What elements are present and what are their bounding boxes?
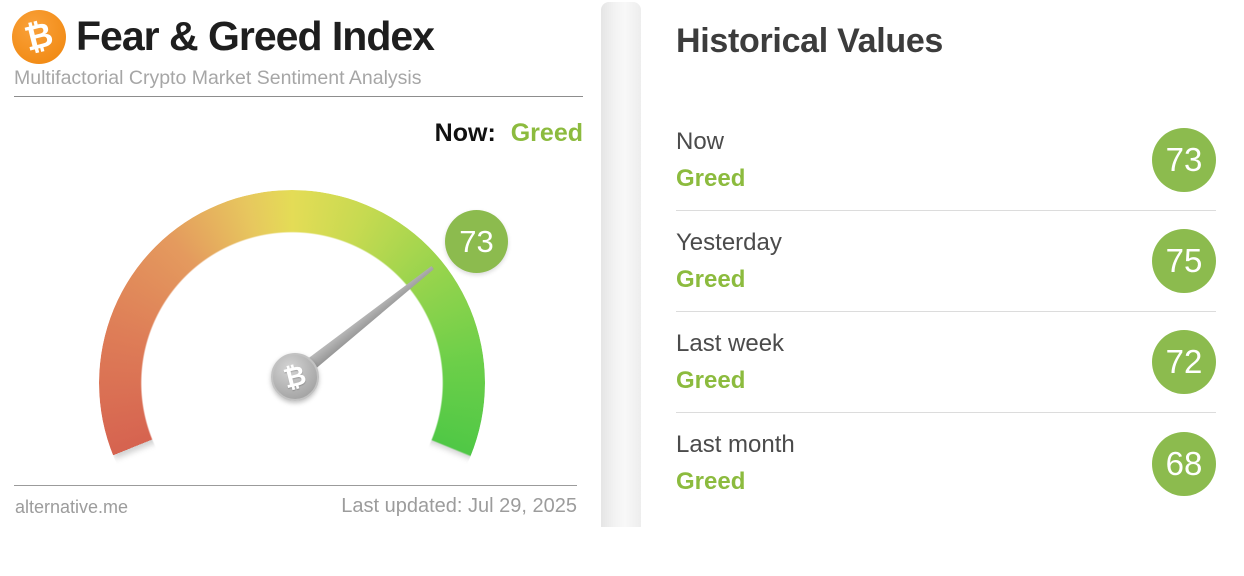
historical-values-title: Historical Values: [676, 22, 944, 60]
header-divider: [14, 96, 583, 97]
historical-values-panel: Historical Values Now Greed 73 Yesterday…: [643, 0, 1244, 527]
bitcoin-glyph: ₿: [20, 14, 58, 60]
row-classification: Greed: [676, 265, 746, 293]
historical-values-list: Now Greed 73 Yesterday Greed 75 Last wee…: [676, 110, 1216, 514]
last-updated-text: Last updated: Jul 29, 2025: [341, 495, 577, 517]
gauge-value-badge: 73: [445, 210, 508, 273]
row-classification: Greed: [676, 164, 746, 192]
row-label: Last week: [676, 329, 785, 357]
now-label: Now:: [434, 119, 496, 147]
page-title: Fear & Greed Index: [76, 13, 435, 59]
row-label: Yesterday: [676, 228, 782, 256]
gauge-hub-bitcoin-icon: ₿: [271, 353, 319, 401]
list-item: Now Greed 73: [676, 110, 1216, 211]
now-classification: Greed: [510, 119, 583, 147]
row-classification: Greed: [676, 366, 746, 394]
vertical-scrollbar[interactable]: [601, 2, 641, 527]
row-label: Last month: [676, 431, 795, 458]
value-badge: 72: [1152, 330, 1216, 394]
value-badge: 73: [1152, 128, 1216, 192]
row-label: Now: [676, 127, 725, 155]
bitcoin-icon: ₿: [12, 10, 66, 64]
bitcoin-glyph: ₿: [280, 359, 310, 395]
list-item: Last month Greed 68: [676, 413, 1216, 514]
value-badge: 75: [1152, 229, 1216, 293]
list-item: Last week Greed 72: [676, 312, 1216, 413]
site-link[interactable]: alternative.me: [15, 497, 129, 517]
list-item: Yesterday Greed 75: [676, 211, 1216, 312]
footer-divider: [14, 485, 577, 486]
page-subtitle: Multifactorial Crypto Market Sentiment A…: [14, 67, 422, 89]
current-sentiment-line: Now: Greed: [435, 119, 583, 148]
row-classification: Greed: [676, 468, 746, 495]
value-badge: 68: [1152, 431, 1216, 496]
fear-greed-widget: ₿ Fear & Greed Index Multifactorial Cryp…: [0, 0, 600, 576]
